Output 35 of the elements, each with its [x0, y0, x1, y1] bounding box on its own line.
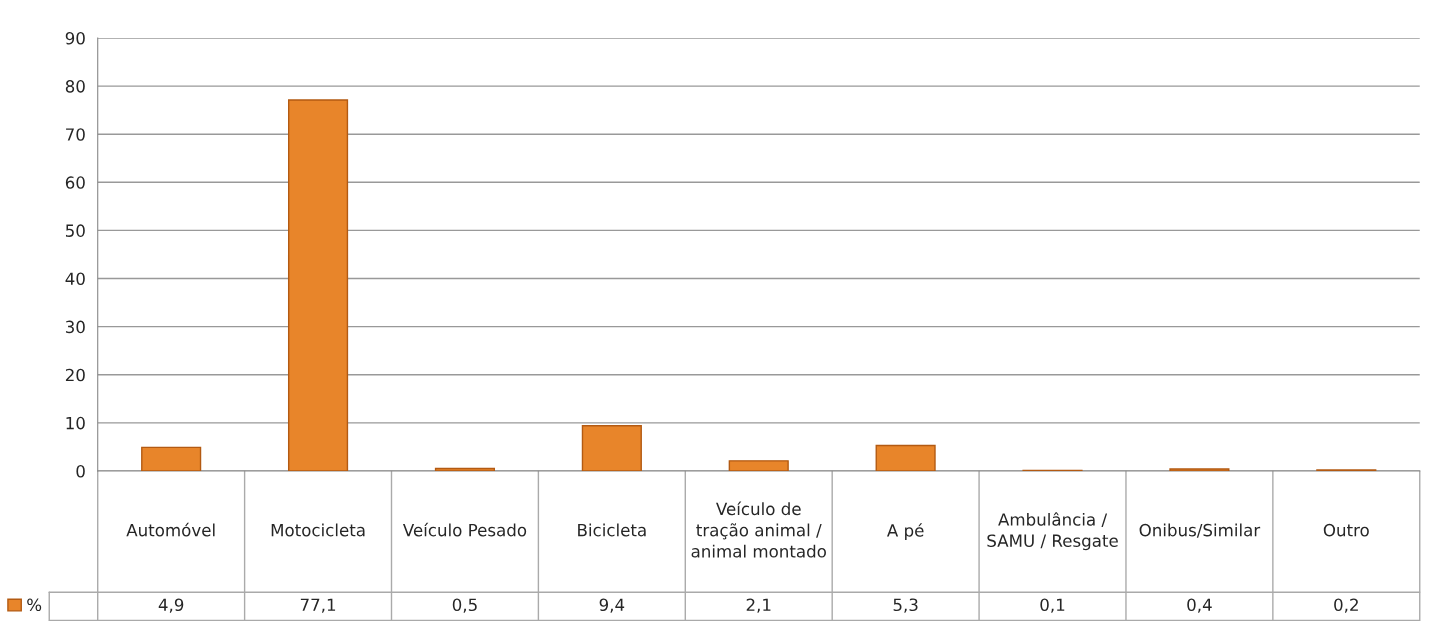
legend-label: %: [27, 598, 42, 612]
x-tick-label: Motocicleta: [271, 523, 365, 537]
data-label: 4,9: [158, 598, 184, 613]
bar: [875, 444, 936, 471]
y-tick-label: 30: [65, 320, 85, 334]
x-tick-label: A pé: [886, 523, 924, 540]
data-label: 0,2: [1334, 598, 1358, 613]
data-label: 0,1: [1040, 598, 1065, 613]
bar: [434, 467, 496, 471]
x-tick-label: Veículo de tração animal / animal montado: [691, 501, 826, 558]
y-tick-label: 50: [65, 224, 85, 237]
y-tick-label: 0: [76, 464, 85, 478]
bar: [581, 425, 642, 471]
y-tick-label: 70: [66, 128, 85, 141]
bar: [287, 99, 349, 471]
y-tick-label: 40: [65, 272, 85, 286]
data-label: 5,3: [893, 598, 918, 613]
bar: [728, 460, 789, 471]
data-label: 0,4: [1187, 598, 1212, 613]
x-tick-label: Outro: [1323, 523, 1369, 537]
data-label: 2,1: [746, 598, 771, 613]
x-tick-label: Veículo Pesado: [402, 522, 527, 537]
data-label: 0,5: [452, 598, 477, 613]
x-tick-label: Onibus/Similar: [1139, 523, 1261, 538]
data-label: 9,4: [599, 598, 625, 613]
y-tick-label: 60: [65, 176, 85, 189]
x-tick-label: Ambulância / SAMU / Resgate: [987, 512, 1118, 551]
y-tick-label: 80: [65, 80, 85, 93]
y-tick-label: 90: [65, 31, 85, 45]
x-tick-label: Automóvel: [126, 522, 215, 537]
y-tick-label: 20: [65, 368, 85, 382]
bar: [141, 446, 202, 471]
data-label: 77,1: [300, 598, 336, 613]
y-tick-label: 10: [66, 416, 85, 430]
x-tick-label: Bicicleta: [578, 523, 646, 537]
